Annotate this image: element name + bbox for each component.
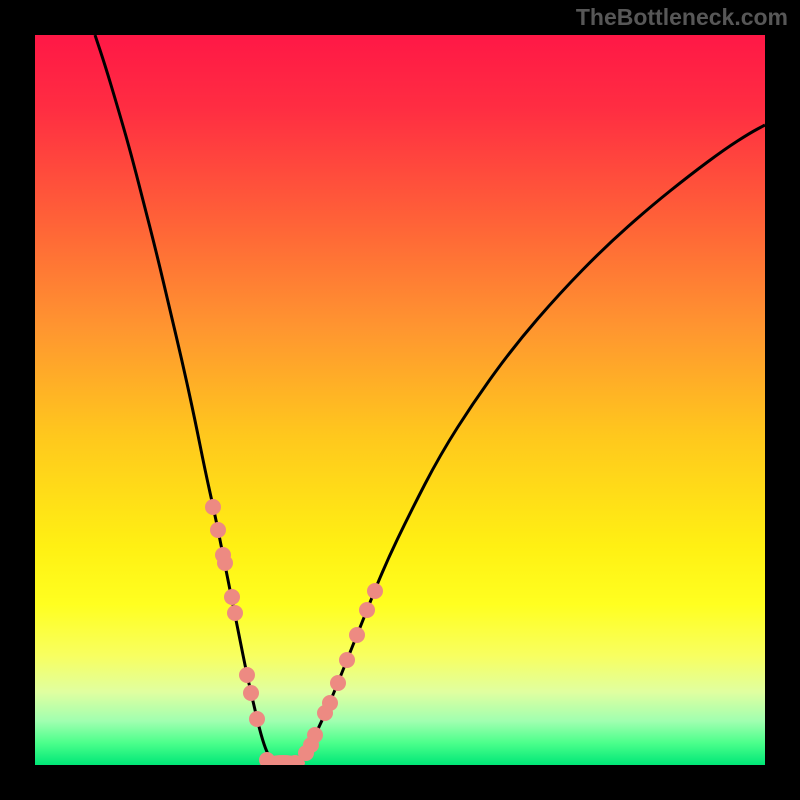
marker-dot xyxy=(330,675,346,691)
marker-dot xyxy=(227,605,243,621)
left-curve xyxy=(95,35,281,765)
marker-group-right xyxy=(298,583,383,761)
marker-dot xyxy=(239,667,255,683)
marker-dot xyxy=(205,499,221,515)
marker-dot xyxy=(217,555,233,571)
marker-group-left xyxy=(205,499,265,727)
marker-dot xyxy=(339,652,355,668)
marker-group-bottom xyxy=(259,752,303,765)
marker-dot xyxy=(349,627,365,643)
watermark: TheBottleneck.com xyxy=(576,4,788,31)
marker-dot xyxy=(359,602,375,618)
marker-dot xyxy=(249,711,265,727)
marker-dot xyxy=(322,695,338,711)
marker-dot xyxy=(307,727,323,743)
curves-layer xyxy=(35,35,765,765)
right-curve xyxy=(281,125,765,765)
marker-dot xyxy=(210,522,226,538)
marker-dot xyxy=(224,589,240,605)
marker-dot xyxy=(367,583,383,599)
marker-dot xyxy=(243,685,259,701)
plot-area xyxy=(35,35,765,765)
